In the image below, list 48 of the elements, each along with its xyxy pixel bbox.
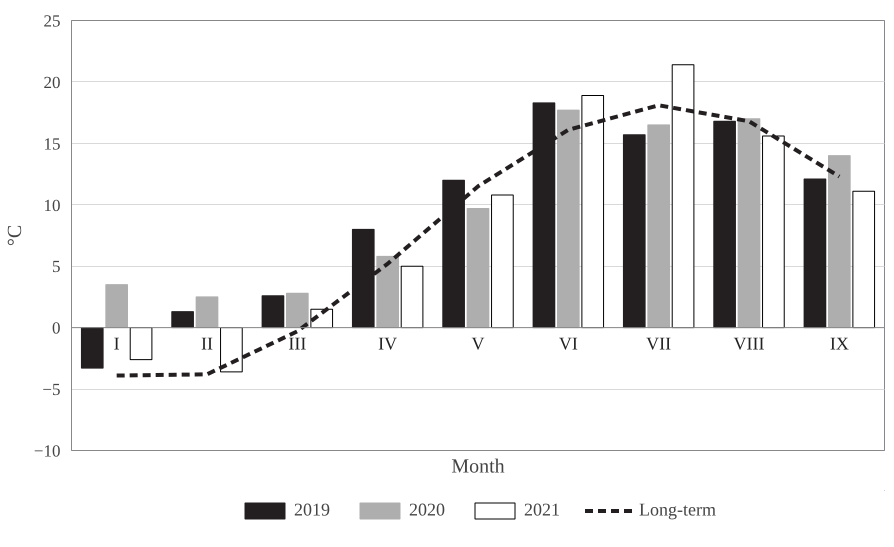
x-tick-label: VI: [558, 334, 578, 354]
x-tick-label: II: [201, 334, 214, 354]
bar: [196, 296, 218, 328]
bar: [286, 292, 309, 328]
x-tick-label: VIII: [734, 334, 764, 354]
bar: [647, 124, 670, 328]
bar: [80, 327, 104, 369]
y-axis-title: °C: [4, 224, 26, 246]
x-tick-label: IV: [378, 334, 398, 354]
bar: [130, 327, 152, 360]
bar: [713, 120, 736, 328]
x-tick-label: V: [472, 334, 484, 354]
bar: [852, 190, 876, 328]
legend-label: Long-term: [639, 500, 716, 520]
x-tick-label: I: [114, 334, 120, 354]
bar: [672, 64, 694, 328]
x-tick-label: VII: [646, 334, 672, 354]
y-tick-label: 20: [44, 72, 60, 92]
bar: [352, 228, 375, 328]
bar: [400, 266, 424, 328]
bar: [491, 194, 514, 328]
y-tick-label: 15: [44, 134, 60, 154]
bar: [442, 180, 465, 328]
y-tick-label: 5: [52, 257, 60, 276]
y-tick-label: 0: [52, 318, 60, 338]
bar: [171, 311, 194, 328]
bar: [738, 118, 760, 328]
x-tick-label: III: [288, 334, 306, 354]
bar: [622, 134, 646, 328]
y-tick-label: 10: [44, 196, 60, 215]
y-tick-label: 25: [44, 12, 60, 30]
x-tick-label: IX: [830, 334, 849, 354]
legend-label: 2019: [294, 500, 330, 520]
bar: [262, 295, 284, 328]
bar: [556, 110, 580, 328]
y-tick-label: −5: [42, 380, 61, 400]
bar: [105, 284, 128, 328]
legend-label: 2021: [524, 500, 560, 520]
bar: [376, 256, 400, 328]
y-tick-label: −10: [34, 442, 61, 460]
bar: [762, 135, 785, 328]
x-axis-title: Month: [451, 456, 505, 478]
bar: [466, 208, 490, 328]
bar: [828, 155, 851, 328]
bar: [804, 178, 826, 328]
bar: [581, 94, 604, 328]
legend-label: 2020: [409, 500, 446, 520]
bar: [220, 327, 243, 372]
